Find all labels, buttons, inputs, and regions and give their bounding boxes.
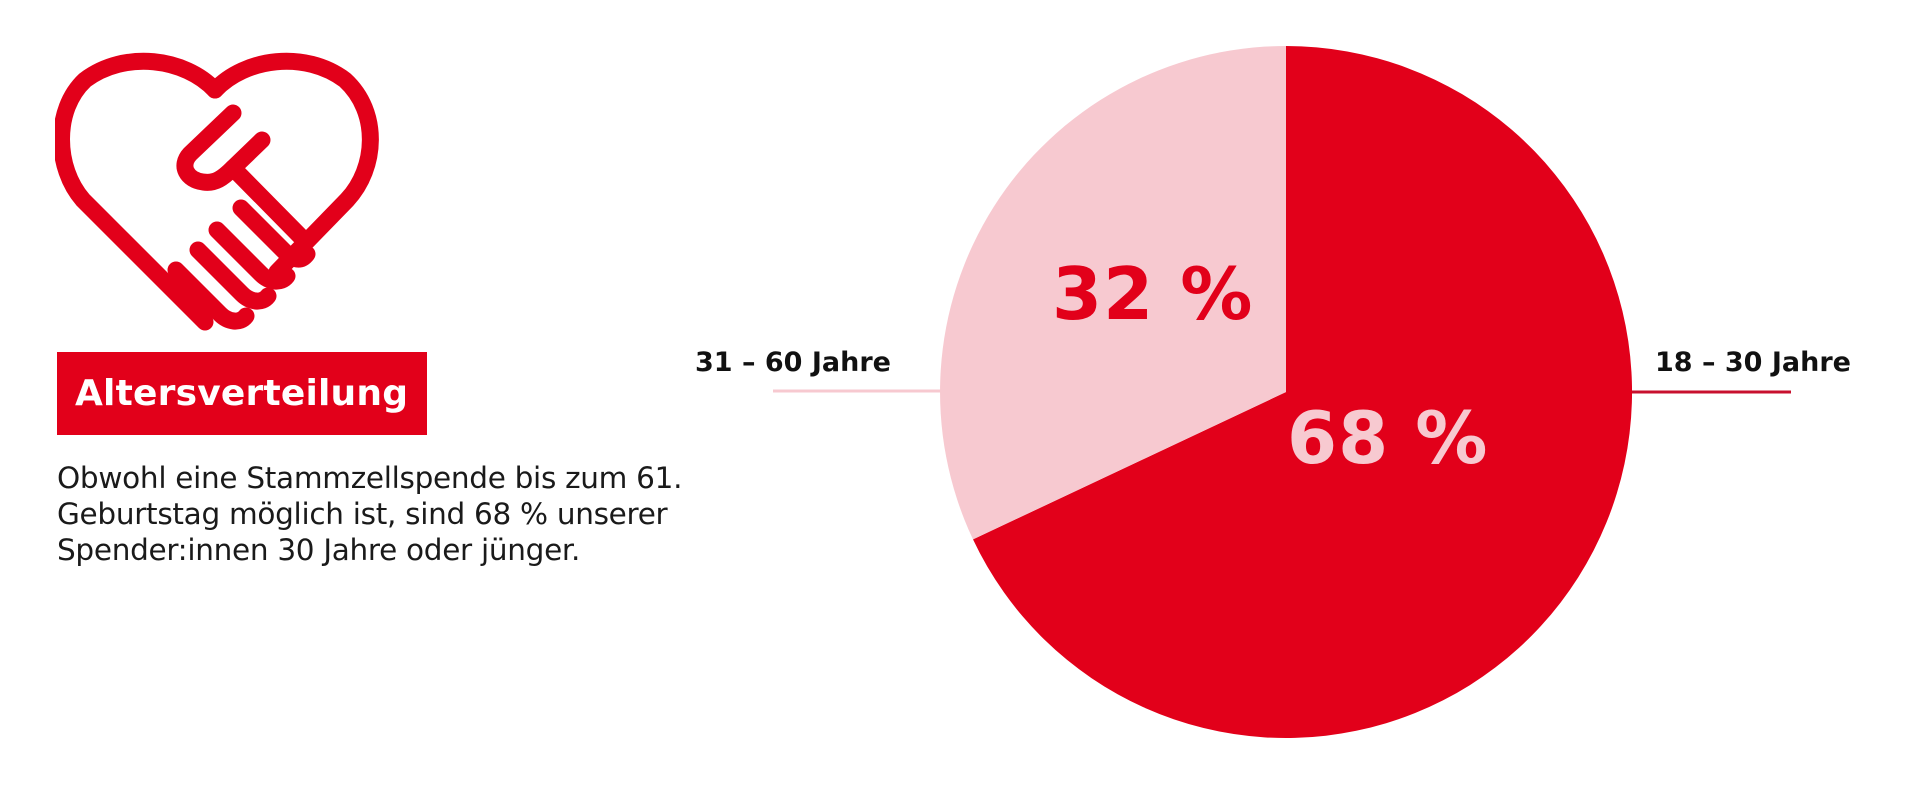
description-text: Obwohl eine Stammzellspende bis zum 61. …	[57, 461, 683, 567]
label-18-30: 18 – 30 Jahre	[1655, 347, 1851, 378]
heart-handshake-icon	[55, 52, 379, 331]
section-title-text: Altersverteilung	[75, 373, 409, 414]
section-title: Altersverteilung	[57, 352, 427, 435]
pie-slice-31-60	[940, 46, 1286, 540]
value-label-32: 32 %	[1052, 252, 1254, 336]
value-label-68: 68 %	[1287, 396, 1489, 480]
pie-slice-18-30	[973, 46, 1633, 738]
label-31-60: 31 – 60 Jahre	[695, 347, 891, 378]
